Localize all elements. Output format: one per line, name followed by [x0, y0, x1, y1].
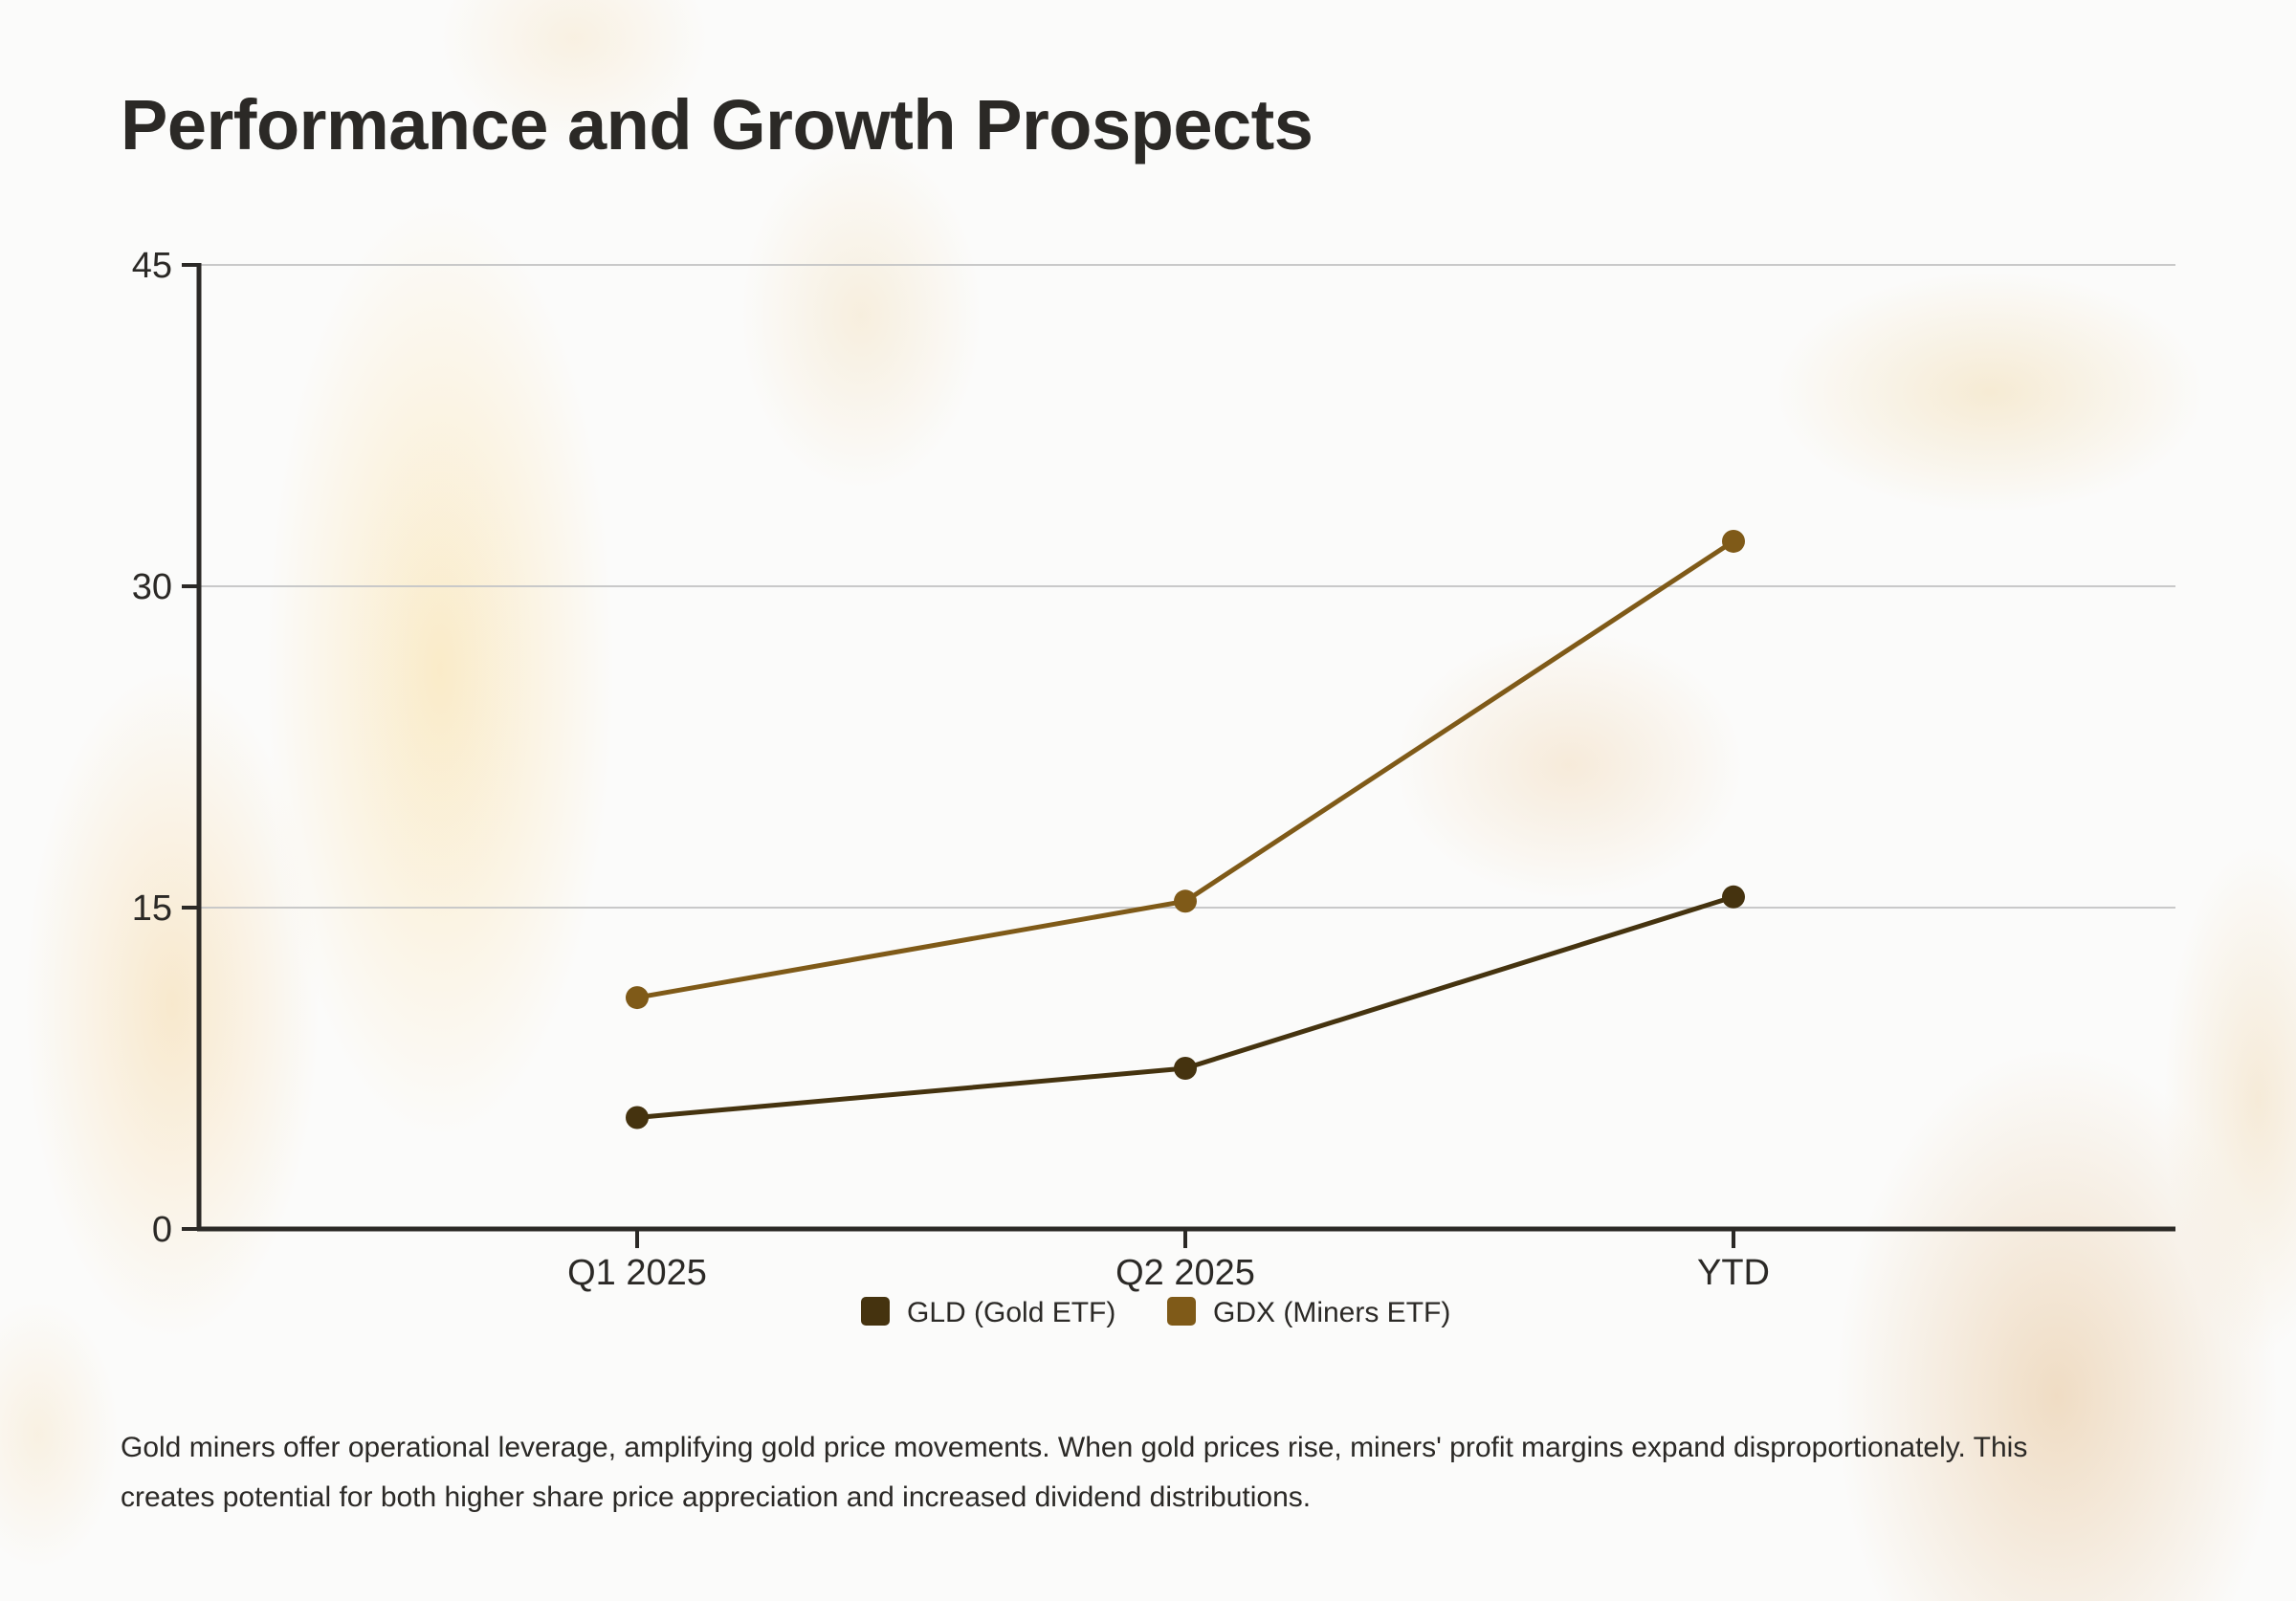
data-point-s2-3	[1722, 529, 1745, 553]
axes: 0 15 30 45 Q1 2025 Q2 2025 YTD	[132, 246, 2175, 1293]
x-tick-label-1: Q1 2025	[567, 1253, 707, 1293]
y-tick-label-15: 15	[132, 888, 172, 929]
data-point-s1-3	[1722, 885, 1745, 909]
description-text: Gold miners offer operational leverage, …	[121, 1432, 2028, 1513]
y-tick-label-30: 30	[132, 567, 172, 607]
legend-label-1: GLD (Gold ETF)	[907, 1297, 1115, 1328]
legend: GLD (Gold ETF) GDX (Miners ETF)	[861, 1297, 1450, 1328]
legend-swatch-1	[861, 1297, 890, 1326]
series-line-1	[634, 894, 1736, 1121]
y-tick-label-0: 0	[152, 1210, 172, 1250]
legend-swatch-2	[1167, 1297, 1196, 1326]
y-tick-label-45: 45	[132, 246, 172, 286]
data-point-s2-1	[626, 986, 649, 1010]
data-point-s2-2	[1174, 889, 1197, 913]
series-line-2	[634, 538, 1736, 1000]
x-tick-label-3: YTD	[1697, 1253, 1770, 1293]
x-tick-label-2: Q2 2025	[1115, 1253, 1255, 1293]
legend-label-2: GDX (Miners ETF)	[1213, 1297, 1450, 1328]
data-point-s1-2	[1174, 1057, 1197, 1080]
data-point-s1-1	[626, 1106, 649, 1129]
grid-lines	[199, 264, 2175, 909]
page-title: Performance and Growth Prospects	[121, 85, 1314, 164]
series-group	[626, 529, 1745, 1129]
